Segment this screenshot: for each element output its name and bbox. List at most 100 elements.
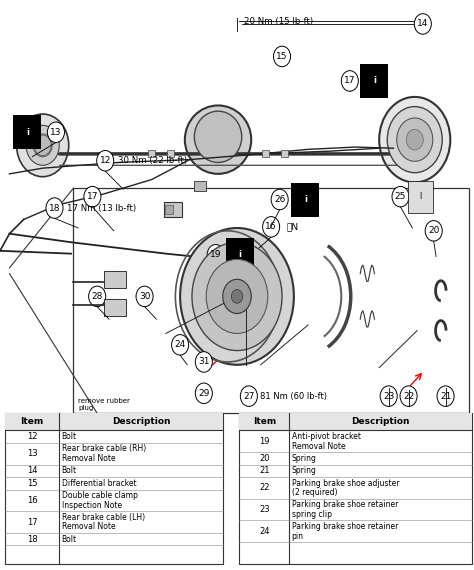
Bar <box>239 413 472 430</box>
Text: 15: 15 <box>27 479 37 488</box>
Text: 23: 23 <box>259 505 270 514</box>
Text: 13: 13 <box>27 449 37 458</box>
Text: Rear brake cable (RH)
Removal Note: Rear brake cable (RH) Removal Note <box>62 445 146 463</box>
Circle shape <box>136 286 153 307</box>
Bar <box>148 150 155 157</box>
Bar <box>281 150 288 157</box>
Text: 23: 23 <box>383 392 394 401</box>
Bar <box>73 188 469 413</box>
Bar <box>194 181 206 191</box>
Bar <box>5 413 223 564</box>
Circle shape <box>26 125 59 165</box>
Text: 20: 20 <box>428 226 439 235</box>
Text: 18: 18 <box>49 203 60 213</box>
Circle shape <box>46 198 63 218</box>
Text: Item: Item <box>253 417 276 426</box>
Text: Differential bracket: Differential bracket <box>62 479 136 488</box>
Circle shape <box>17 114 69 177</box>
Text: 30: 30 <box>139 292 150 301</box>
Text: 27: 27 <box>243 392 255 401</box>
Circle shape <box>387 107 442 173</box>
Circle shape <box>34 135 51 156</box>
Circle shape <box>414 14 431 34</box>
Text: 12: 12 <box>27 432 37 441</box>
Circle shape <box>84 186 101 207</box>
Text: 17: 17 <box>344 76 356 86</box>
Text: 17: 17 <box>87 192 98 201</box>
Circle shape <box>397 118 433 161</box>
Circle shape <box>271 189 288 210</box>
Circle shape <box>392 186 409 207</box>
Text: Anti-pivot bracket
Removal Note: Anti-pivot bracket Removal Note <box>292 432 361 450</box>
Text: i: i <box>373 76 376 86</box>
Text: Parking brake shoe retainer
spring clip: Parking brake shoe retainer spring clip <box>292 500 398 519</box>
Text: 17: 17 <box>27 518 37 527</box>
Circle shape <box>206 259 268 333</box>
Text: Bolt: Bolt <box>62 466 77 475</box>
Bar <box>104 299 126 316</box>
Circle shape <box>195 352 212 372</box>
Text: 29: 29 <box>198 389 210 398</box>
Text: 14: 14 <box>417 19 428 29</box>
Circle shape <box>207 245 224 265</box>
Circle shape <box>180 228 294 365</box>
Text: 30 Nm (22 lb-ft): 30 Nm (22 lb-ft) <box>118 156 187 165</box>
Circle shape <box>406 129 423 150</box>
Text: 16: 16 <box>265 222 277 231</box>
Text: Spring: Spring <box>292 454 316 463</box>
Circle shape <box>437 386 454 406</box>
Text: 12: 12 <box>100 156 111 165</box>
Text: 15: 15 <box>276 52 288 61</box>
Text: 22: 22 <box>259 483 270 492</box>
Text: 14: 14 <box>27 466 37 475</box>
Bar <box>0 0 474 405</box>
Circle shape <box>425 221 442 241</box>
Circle shape <box>263 217 280 237</box>
Circle shape <box>400 386 417 406</box>
Circle shape <box>273 46 291 67</box>
Text: 31: 31 <box>198 357 210 367</box>
Circle shape <box>192 242 282 351</box>
Text: 81 Nm (60 lb-ft): 81 Nm (60 lb-ft) <box>260 392 327 401</box>
Circle shape <box>89 286 106 307</box>
Text: 13: 13 <box>50 128 62 137</box>
Text: Description: Description <box>351 417 410 426</box>
Text: 24: 24 <box>174 340 186 349</box>
Text: Double cable clamp
Inspection Note: Double cable clamp Inspection Note <box>62 491 137 510</box>
Circle shape <box>380 386 397 406</box>
Text: remove rubber
plug: remove rubber plug <box>78 398 130 411</box>
Circle shape <box>195 383 212 404</box>
Text: i: i <box>26 128 29 137</box>
Circle shape <box>97 150 114 171</box>
Text: ⓈN: ⓈN <box>286 222 299 231</box>
Text: 21: 21 <box>259 466 270 475</box>
Text: Bolt: Bolt <box>62 535 77 544</box>
Text: Parking brake shoe retainer
pin: Parking brake shoe retainer pin <box>292 522 398 540</box>
Text: Item: Item <box>20 417 44 426</box>
Text: i: i <box>304 195 307 204</box>
Text: 19: 19 <box>259 437 270 446</box>
Bar <box>165 205 173 214</box>
Text: Rear brake cable (LH)
Removal Note: Rear brake cable (LH) Removal Note <box>62 513 145 531</box>
Text: 20: 20 <box>259 454 270 463</box>
Bar <box>164 202 182 217</box>
Text: i: i <box>238 250 241 259</box>
Text: 24: 24 <box>259 527 270 536</box>
Bar <box>262 150 269 157</box>
Text: I: I <box>419 192 421 201</box>
Text: 28: 28 <box>91 292 103 301</box>
Text: 22: 22 <box>403 392 414 401</box>
Circle shape <box>240 386 257 406</box>
Text: 21: 21 <box>440 392 451 401</box>
Text: Description: Description <box>112 417 170 426</box>
Circle shape <box>231 290 243 303</box>
Circle shape <box>172 335 189 355</box>
Bar <box>5 413 223 430</box>
Bar <box>239 413 472 564</box>
Text: 16: 16 <box>27 496 37 505</box>
Bar <box>167 150 174 157</box>
Ellipse shape <box>185 105 251 174</box>
Circle shape <box>223 279 251 314</box>
Text: 17 Nm (13 lb-ft): 17 Nm (13 lb-ft) <box>67 203 137 213</box>
Bar <box>104 271 126 288</box>
